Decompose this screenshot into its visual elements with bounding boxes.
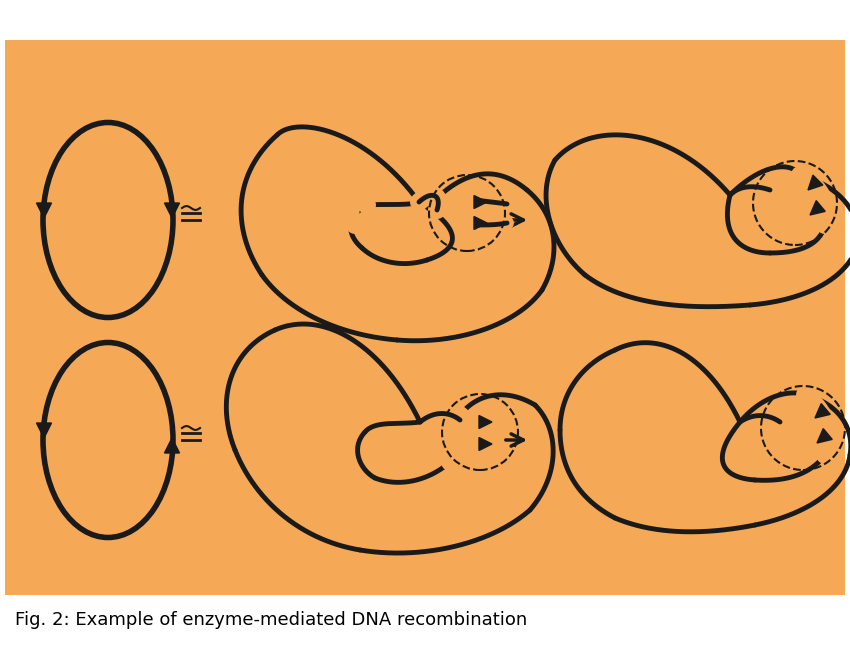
Polygon shape bbox=[165, 438, 179, 453]
Polygon shape bbox=[37, 203, 52, 218]
Polygon shape bbox=[474, 196, 487, 209]
Polygon shape bbox=[810, 201, 825, 215]
Polygon shape bbox=[815, 404, 830, 418]
Polygon shape bbox=[479, 415, 492, 428]
Polygon shape bbox=[474, 216, 487, 229]
Polygon shape bbox=[37, 423, 52, 438]
Polygon shape bbox=[808, 175, 823, 190]
Polygon shape bbox=[479, 437, 492, 450]
Polygon shape bbox=[165, 203, 179, 218]
Polygon shape bbox=[817, 428, 832, 443]
Bar bbox=[5, 40, 845, 595]
Text: Fig. 2: Example of enzyme-mediated DNA recombination: Fig. 2: Example of enzyme-mediated DNA r… bbox=[15, 611, 527, 629]
